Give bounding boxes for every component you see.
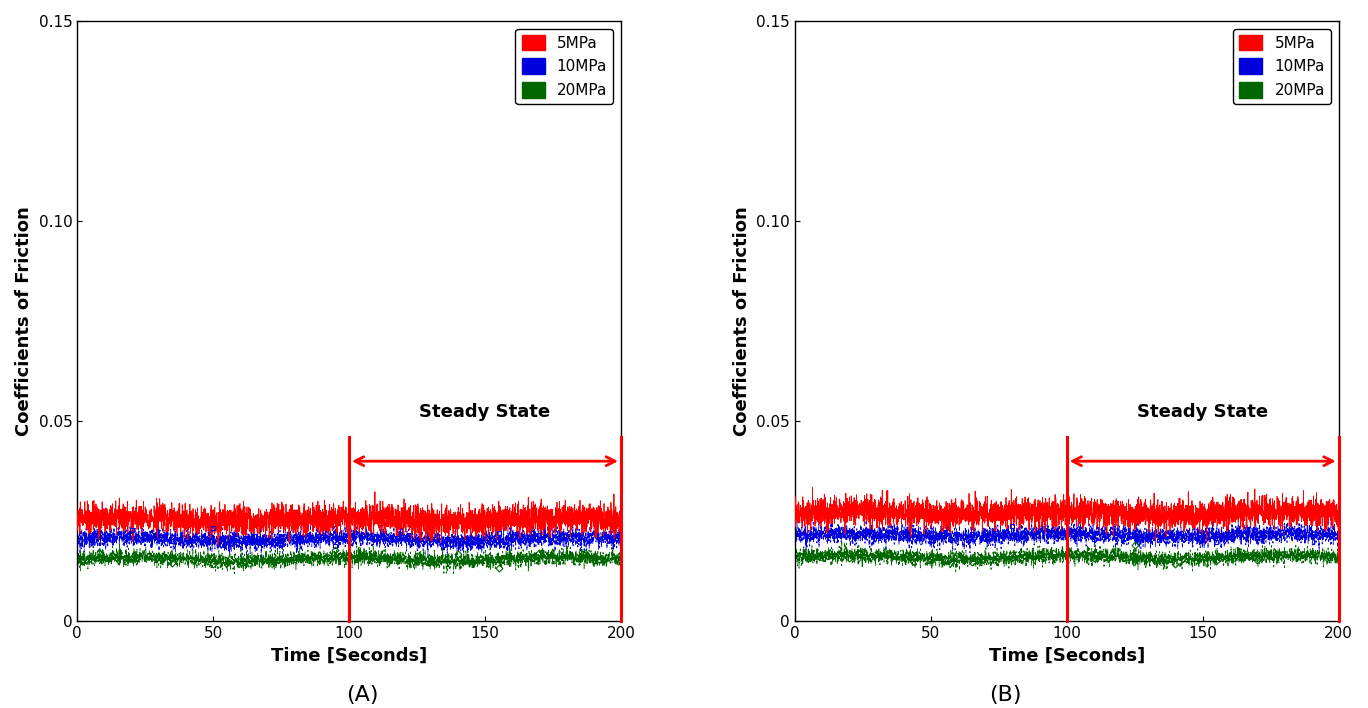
Legend: 5MPa, 10MPa, 20MPa: 5MPa, 10MPa, 20MPa [516, 28, 613, 104]
Text: (B): (B) [989, 685, 1022, 705]
X-axis label: Time [Seconds]: Time [Seconds] [989, 646, 1145, 665]
Y-axis label: Coefficients of Friction: Coefficients of Friction [15, 206, 33, 436]
Text: Steady State: Steady State [1137, 403, 1268, 421]
Text: (A): (A) [346, 685, 379, 705]
Legend: 5MPa, 10MPa, 20MPa: 5MPa, 10MPa, 20MPa [1233, 28, 1331, 104]
X-axis label: Time [Seconds]: Time [Seconds] [271, 646, 427, 665]
Y-axis label: Coefficients of Friction: Coefficients of Friction [733, 206, 751, 436]
Text: Steady State: Steady State [420, 403, 550, 421]
